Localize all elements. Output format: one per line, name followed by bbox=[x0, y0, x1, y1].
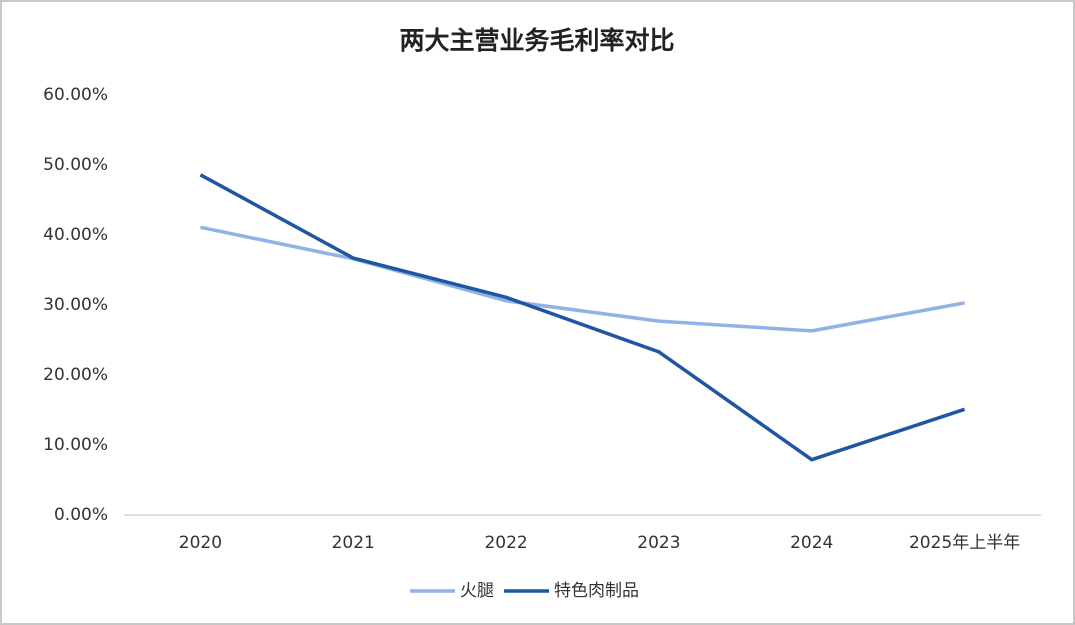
x-tick-label: 2023 bbox=[637, 533, 680, 553]
x-tick-label: 2020 bbox=[179, 533, 222, 553]
y-tick-label: 60.00% bbox=[43, 85, 108, 105]
chart-title: 两大主营业务毛利率对比 bbox=[399, 26, 674, 55]
x-tick-label: 2021 bbox=[332, 533, 375, 553]
legend-label: 特色肉制品 bbox=[554, 581, 639, 601]
y-tick-label: 40.00% bbox=[43, 225, 108, 245]
y-tick-label: 30.00% bbox=[43, 295, 108, 315]
y-tick-label: 10.00% bbox=[43, 435, 108, 455]
series-line bbox=[199, 173, 966, 462]
x-tick-label: 2022 bbox=[484, 533, 527, 553]
x-tick-label: 2025年上半年 bbox=[909, 533, 1020, 553]
y-tick-label: 20.00% bbox=[43, 365, 108, 385]
y-tick-label: 50.00% bbox=[43, 155, 108, 175]
legend-label: 火腿 bbox=[460, 581, 494, 601]
x-tick-label: 2024 bbox=[790, 533, 833, 553]
y-tick-label: 0.00% bbox=[54, 505, 108, 525]
series-line bbox=[200, 225, 965, 333]
